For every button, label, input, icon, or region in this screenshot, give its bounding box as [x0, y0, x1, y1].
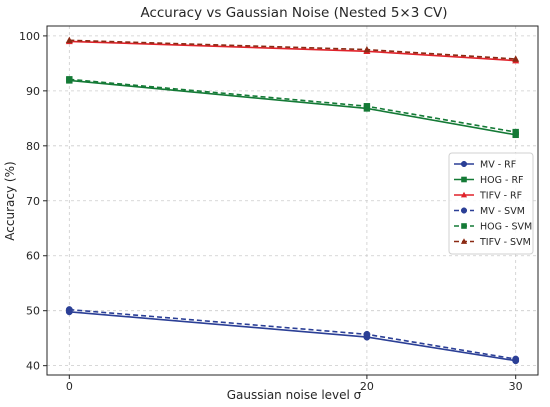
y-tick-label: 100 [19, 30, 40, 43]
legend-entry: TIFV - SVM [454, 237, 531, 248]
x-tick-label: 20 [360, 380, 374, 393]
y-tick-label: 90 [26, 85, 40, 98]
y-tick-label: 40 [26, 360, 40, 373]
legend-marker [460, 191, 468, 198]
legend-label: TIFV - SVM [479, 237, 531, 248]
series-lines [65, 36, 520, 365]
data-point [65, 36, 73, 44]
data-point [363, 330, 371, 338]
data-point [512, 355, 520, 363]
legend-label: MV - SVM [480, 206, 525, 217]
data-point [512, 128, 519, 136]
x-tick-label: 30 [509, 380, 523, 393]
data-point [363, 103, 371, 110]
legend-entry: HOG - SVM [454, 222, 532, 233]
legend-marker [460, 160, 468, 168]
series-hog-svm [66, 76, 519, 136]
y-tick-label: 60 [26, 250, 40, 263]
series-tifv-svm [65, 36, 520, 62]
data-point [512, 55, 520, 62]
legend-box [448, 152, 534, 255]
y-axis-title: Accuracy (%) [3, 161, 17, 240]
data-point [66, 76, 73, 83]
legend-entry: MV - RF [454, 160, 516, 171]
axis-ticks: 40 50 60 70 80 90 100 0 20 30 [19, 30, 523, 393]
legend-marker [460, 207, 468, 214]
legend-marker [460, 238, 468, 244]
y-tick-label: 70 [26, 195, 40, 208]
chart-title: Accuracy vs Gaussian Noise (Nested 5×3 C… [140, 5, 447, 21]
x-tick-label: 0 [66, 380, 73, 393]
y-tick-label: 80 [26, 140, 40, 153]
y-tick-label: 50 [26, 305, 40, 318]
legend-entry: TIFV - RF [454, 191, 522, 202]
legend-label: HOG - SVM [480, 222, 532, 233]
legend-marker [461, 176, 467, 183]
legend-entry: MV - SVM [454, 206, 525, 217]
legend-marker [461, 223, 467, 229]
x-axis-title: Gaussian noise level σ [227, 388, 362, 402]
legend: MV - RF HOG - RF TIFV - RF MV - SVM HOG - SV… [448, 152, 534, 255]
data-point [363, 45, 371, 53]
series-mv-svm [65, 306, 520, 363]
legend-label: HOG - RF [480, 175, 524, 186]
data-point [65, 306, 73, 314]
legend-entry: HOG - RF [454, 175, 524, 186]
legend-label: MV - RF [480, 160, 516, 171]
legend-label: TIFV - RF [479, 191, 522, 202]
